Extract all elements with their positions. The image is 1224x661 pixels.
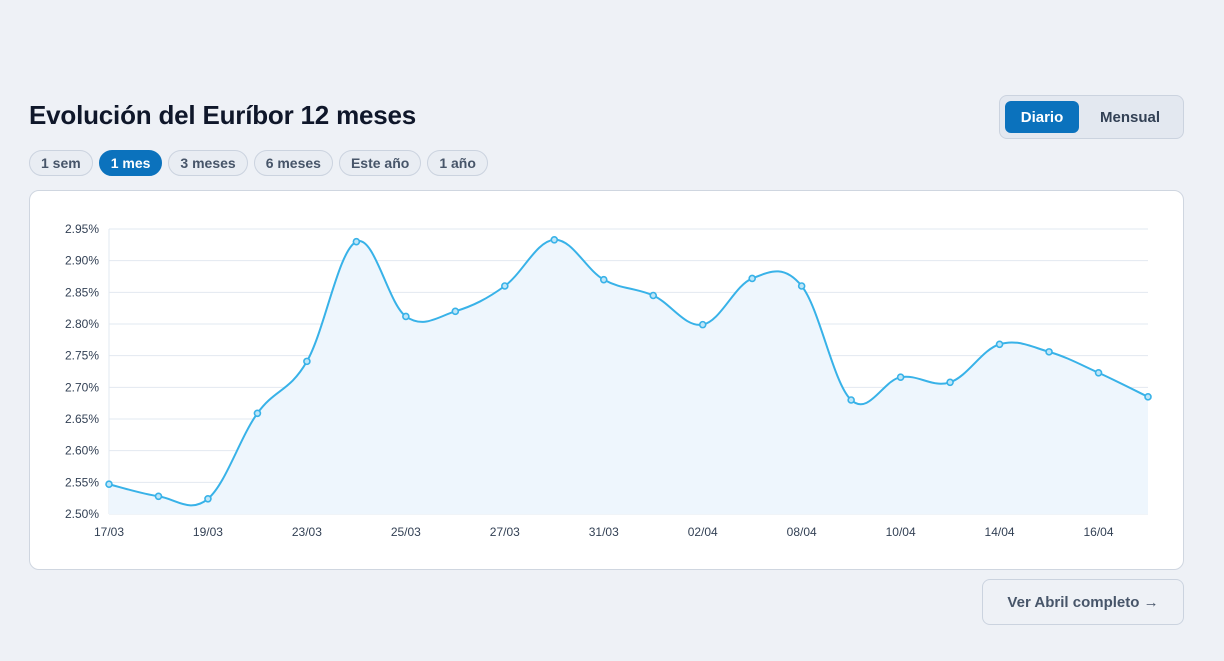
x-tick-label: 19/03 [193, 525, 223, 539]
x-tick-label: 31/03 [589, 525, 619, 539]
y-tick-label: 2.70% [65, 380, 99, 394]
view-toggle: Diario Mensual [999, 95, 1184, 139]
x-tick-label: 02/04 [688, 525, 718, 539]
monthly-toggle-button[interactable]: Mensual [1099, 108, 1160, 126]
x-tick-label: 23/03 [292, 525, 322, 539]
data-point[interactable] [402, 312, 410, 321]
y-tick-label: 2.65% [65, 412, 99, 426]
data-point[interactable] [797, 282, 806, 290]
y-tick-label: 2.50% [65, 507, 99, 521]
data-point[interactable] [847, 396, 855, 404]
y-axis: 2.50% 2.55% 2.60% 2.65% 2.70% 2.75% 2.80% 2.85%… [65, 222, 99, 521]
y-tick-label: 2.55% [65, 475, 99, 489]
y-tick-label: 2.90% [65, 254, 99, 268]
y-tick-label: 2.95% [65, 222, 99, 236]
y-tick-label: 2.75% [65, 349, 99, 363]
data-point[interactable] [649, 291, 658, 300]
data-point[interactable] [154, 492, 163, 501]
daily-toggle-button[interactable]: Diario [1005, 101, 1079, 133]
data-point[interactable] [995, 340, 1004, 349]
y-tick-label: 2.85% [65, 285, 99, 299]
data-point[interactable] [204, 494, 212, 503]
x-tick-label: 25/03 [391, 525, 421, 539]
data-point[interactable] [698, 320, 707, 329]
data-point[interactable] [896, 373, 905, 381]
x-tick-label: 10/04 [886, 525, 916, 539]
x-tick-label: 14/04 [985, 525, 1015, 539]
data-point[interactable] [303, 357, 311, 366]
data-point[interactable] [599, 275, 608, 284]
view-full-month-button[interactable]: Ver Abril completo → [982, 579, 1184, 625]
chart-card: 2.50% 2.55% 2.60% 2.65% 2.70% 2.75% 2.80% 2.85%… [29, 190, 1184, 570]
data-point[interactable] [451, 307, 460, 316]
data-point[interactable] [501, 282, 509, 290]
data-point[interactable] [550, 235, 559, 244]
x-tick-label: 27/03 [490, 525, 520, 539]
data-point[interactable] [253, 409, 262, 418]
data-point[interactable] [105, 480, 113, 489]
range-1-year-button[interactable]: 1 año [427, 150, 488, 176]
y-tick-label: 2.80% [65, 317, 99, 331]
data-point[interactable] [1094, 368, 1103, 377]
series-line [108, 238, 1149, 507]
range-6-months-button[interactable]: 6 meses [253, 150, 333, 176]
range-this-year-button[interactable]: Este año [338, 150, 422, 176]
data-points [105, 235, 1152, 503]
range-1-month-button[interactable]: 1 mes [98, 150, 163, 176]
euribor-chart: 2.50% 2.55% 2.60% 2.65% 2.70% 2.75% 2.80% 2.85%… [65, 222, 1152, 539]
data-point[interactable] [352, 237, 361, 246]
page-title: Evolución del Euríbor 12 meses [29, 100, 417, 130]
x-tick-label: 17/03 [94, 525, 124, 539]
data-point[interactable] [1144, 393, 1152, 401]
y-tick-label: 2.60% [65, 444, 99, 458]
data-point[interactable] [1045, 348, 1053, 356]
data-point[interactable] [946, 378, 954, 387]
x-tick-label: 16/04 [1084, 525, 1114, 539]
x-tick-label: 08/04 [787, 525, 817, 539]
range-1-week-button[interactable]: 1 sem [29, 150, 93, 176]
data-point[interactable] [748, 274, 756, 283]
x-axis: 17/03 19/03 23/03 25/03 27/03 31/03 02/04 08/04… [94, 525, 1114, 539]
series-area [109, 239, 1148, 514]
range-3-months-button[interactable]: 3 meses [168, 150, 248, 176]
range-filter-group: 1 sem 1 mes 3 meses 6 meses Este año 1 a… [29, 150, 488, 176]
